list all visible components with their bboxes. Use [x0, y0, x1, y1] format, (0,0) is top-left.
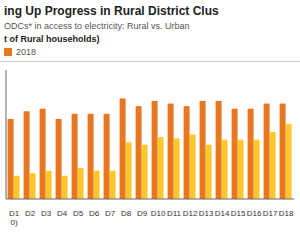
- svg-text:D14: D14: [215, 209, 230, 218]
- svg-text:D4: D4: [57, 209, 68, 218]
- svg-text:D12: D12: [183, 209, 198, 218]
- svg-text:D11: D11: [167, 209, 182, 218]
- svg-text:D10): D10): [9, 209, 20, 227]
- svg-text:D3: D3: [41, 209, 52, 218]
- svg-text:D8: D8: [121, 209, 132, 218]
- html-text:ing Up Progress in Rural Distr: ing Up Progress in Rural District Clus: [4, 4, 219, 18]
- svg-text:D15: D15: [231, 209, 246, 218]
- html-text:2018: 2018: [16, 47, 36, 57]
- svg-text:D18: D18: [279, 209, 292, 218]
- svg-text:D7: D7: [105, 209, 116, 218]
- svg-text:D6: D6: [89, 209, 100, 218]
- svg-text:D16: D16: [247, 209, 262, 218]
- svg-text:D17: D17: [263, 209, 278, 218]
- svg-text:D13: D13: [199, 209, 214, 218]
- svg-text:D2: D2: [25, 209, 36, 218]
- svg-text:D10: D10: [151, 209, 166, 218]
- svg-text:D5: D5: [73, 209, 84, 218]
- svg-text:D9: D9: [137, 209, 148, 218]
- html-text:ODCs* in access to electricity: ODCs* in access to electricity: Rural vs…: [4, 21, 190, 31]
- html-text:t of Rural households): t of Rural households): [4, 34, 100, 44]
